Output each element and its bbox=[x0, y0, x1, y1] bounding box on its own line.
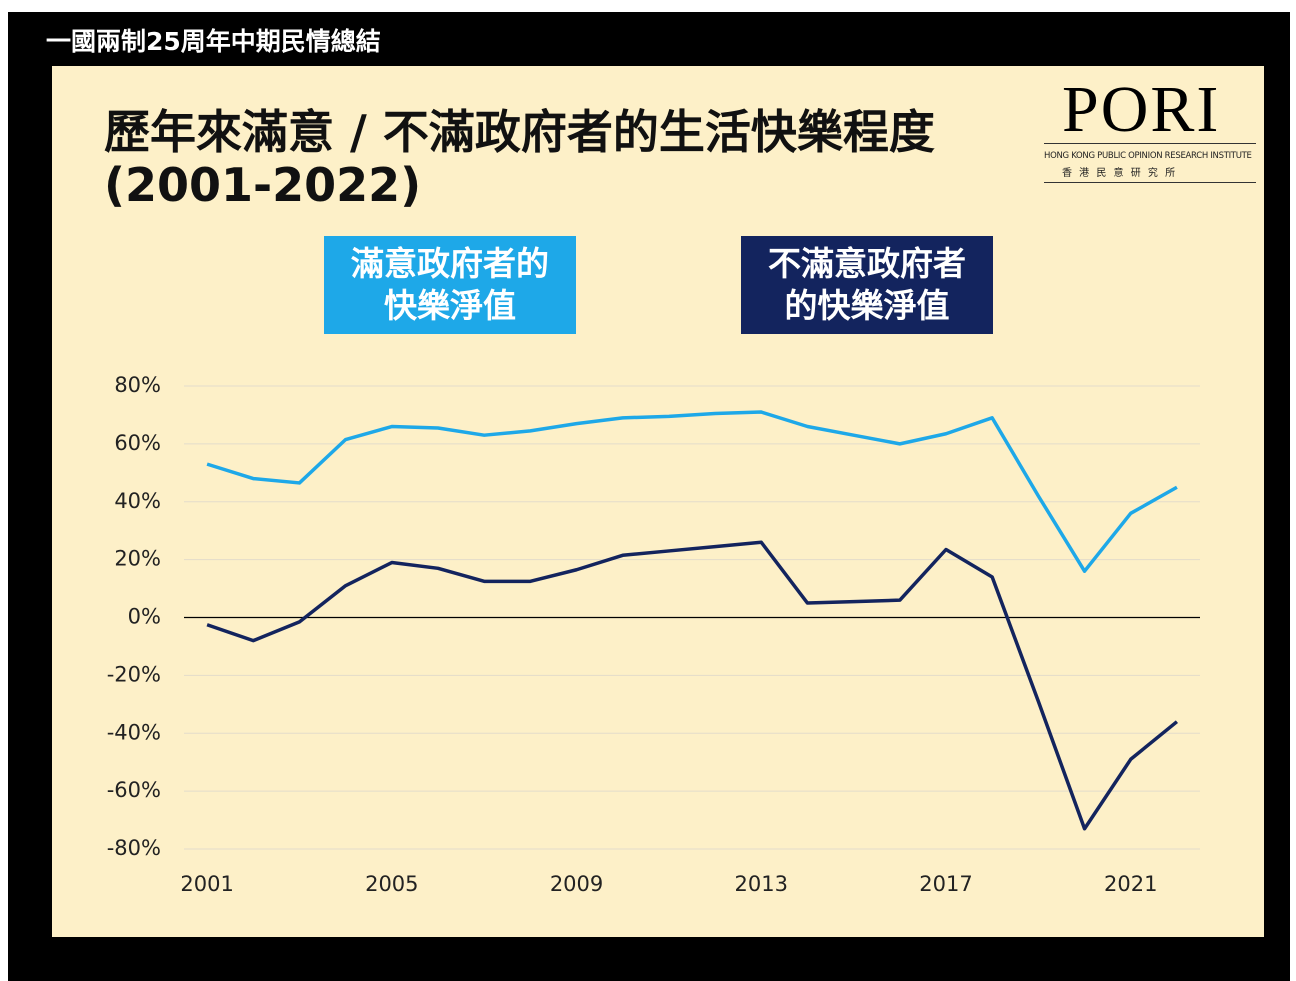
x-tick-label: 2001 bbox=[180, 872, 233, 896]
x-tick-label: 2005 bbox=[365, 872, 418, 896]
y-tick-label: 0% bbox=[128, 605, 161, 629]
legend-entry: 滿意政府者的快樂淨值 bbox=[324, 236, 576, 334]
y-tick-label: 60% bbox=[114, 431, 161, 455]
x-tick-label: 2021 bbox=[1104, 872, 1157, 896]
legend-entry: 不滿意政府者的快樂淨值 bbox=[741, 236, 993, 334]
legend-label: 滿意政府者的快樂淨值 bbox=[350, 244, 549, 325]
line bbox=[206, 410, 1178, 573]
y-tick-label: 80% bbox=[114, 373, 161, 397]
header-title: 一國兩制25周年中期民情總結 bbox=[46, 27, 381, 56]
y-tick-label: 40% bbox=[114, 489, 161, 513]
logo-chinese: 香 港 民 意 研 究 所 bbox=[1062, 168, 1178, 179]
x-tick-label: 2013 bbox=[735, 872, 788, 896]
x-tick-label: 2009 bbox=[550, 872, 603, 896]
y-tick-label: -20% bbox=[107, 662, 161, 686]
logo-subtitle: HONG KONG PUBLIC OPINION RESEARCH INSTIT… bbox=[1044, 151, 1252, 161]
logo-rule bbox=[1044, 143, 1256, 144]
y-tick-label: -60% bbox=[107, 778, 161, 802]
line bbox=[206, 540, 1179, 831]
chart-subtitle: (2001-2022) bbox=[104, 158, 422, 212]
y-tick-label: -40% bbox=[107, 720, 161, 744]
logo: PORI bbox=[1062, 73, 1221, 146]
x-tick-label: 2017 bbox=[919, 872, 972, 896]
logo-rule bbox=[1044, 182, 1256, 183]
chart-title: 歷年來滿意 / 不滿政府者的生活快樂程度 bbox=[104, 105, 935, 159]
legend-label: 不滿意政府者的快樂淨值 bbox=[767, 244, 966, 325]
y-tick-label: -80% bbox=[107, 836, 161, 860]
y-tick-label: 20% bbox=[114, 547, 161, 571]
